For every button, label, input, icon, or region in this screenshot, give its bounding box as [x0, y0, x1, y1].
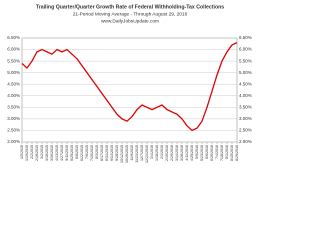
x-tick-label: 2/16/2015 [35, 145, 39, 161]
x-tick-label: 2/29/2016 [170, 145, 174, 161]
y2-tick-label: 5.00% [239, 70, 252, 75]
chart-subtitle: 21-Period Moving Average - Through Augus… [73, 11, 188, 17]
y2-tick-label: 2.00% [239, 139, 252, 144]
y-tick-label: 3.50% [7, 105, 20, 110]
x-tick-label: 10/12/2015 [120, 145, 124, 163]
x-tick-label: 7/18/2016 [220, 145, 224, 161]
x-tick-label: 4/25/2016 [190, 145, 194, 161]
x-tick-label: 4/11/2016 [185, 145, 189, 161]
x-tick-label: 5/11/2015 [65, 145, 69, 161]
y-tick-label: 2.50% [7, 128, 20, 133]
x-tick-label: 8/17/2015 [100, 145, 104, 161]
x-tick-label: 3/28/2016 [180, 145, 184, 161]
x-tick-label: 8/3/2015 [95, 145, 99, 159]
y2-tick-label: 4.50% [239, 81, 252, 86]
x-tick-label: 7/20/2015 [90, 145, 94, 161]
x-tick-label: 3/2/2015 [40, 145, 44, 159]
x-tick-label: 3/30/2015 [50, 145, 54, 161]
x-tick-label: 8/31/2015 [105, 145, 109, 161]
x-tick-label: 1/19/2015 [25, 145, 29, 161]
source: www.DailyJobsUpdate.com [101, 18, 159, 24]
x-tick-label: 12/21/2015 [145, 145, 149, 163]
x-tick-label: 5/25/2015 [70, 145, 74, 161]
x-tick-label: 6/6/2016 [205, 145, 209, 159]
x-tick-label: 10/26/2015 [125, 145, 129, 163]
x-tick-label: 6/22/2015 [80, 145, 84, 161]
y-tick-label: 5.00% [7, 70, 20, 75]
x-tick-label: 1/4/2016 [150, 145, 154, 159]
x-tick-label: 11/23/2015 [135, 145, 139, 163]
x-tick-label: 7/6/2015 [85, 145, 89, 159]
page: {"chart_data":{"type":"line", "title":"T… [7, 4, 252, 163]
x-tick-label: 2/1/2016 [160, 145, 164, 159]
x-tick-label: 3/16/2015 [45, 145, 49, 161]
x-tick-label: 9/28/2015 [115, 145, 119, 161]
x-tick-label: 1/18/2016 [155, 145, 159, 161]
y2-tick-label: 6.00% [239, 47, 252, 52]
x-tick-label: 8/1/2016 [225, 145, 229, 159]
y2-tick-label: 3.00% [239, 116, 252, 121]
x-tick-label: 2/2/2015 [30, 145, 34, 159]
y2-tick-label: 6.50% [239, 35, 252, 40]
x-tick-label: 6/8/2015 [75, 145, 79, 159]
x-tick-label: 8/15/2016 [230, 145, 234, 161]
line-series [21, 42, 238, 132]
y-tick-label: 3.00% [7, 116, 20, 121]
chart: Trailing Quarter/Quarter Growth Rate of … [7, 4, 252, 163]
x-tick-label: 5/23/2016 [200, 145, 204, 161]
x-tick-label: 4/27/2015 [60, 145, 64, 161]
x-tick-label: 6/20/2016 [210, 145, 214, 161]
plot-area [21, 37, 238, 143]
y-tick-label: 2.00% [7, 139, 20, 144]
y-tick-label: 4.00% [7, 93, 20, 98]
y-tick-label: 5.50% [7, 58, 20, 63]
x-tick-label: 12/7/2015 [140, 145, 144, 161]
y2-tick-label: 4.00% [239, 93, 252, 98]
chart-title: Trailing Quarter/Quarter Growth Rate of … [36, 4, 224, 10]
y2-tick-label: 5.50% [239, 58, 252, 63]
x-tick-label: 1/5/2015 [20, 145, 24, 159]
x-tick-label: 5/9/2016 [195, 145, 199, 159]
y2-tick-label: 3.50% [239, 105, 252, 110]
x-tick-label: 7/4/2016 [215, 145, 219, 159]
y2-tick-label: 2.50% [239, 128, 252, 133]
x-tick-label: 3/14/2016 [175, 145, 179, 161]
x-tick-label: 8/29/2016 [235, 145, 239, 161]
x-tick-label: 9/14/2015 [110, 145, 114, 161]
x-tick-label: 2/15/2016 [165, 145, 169, 161]
y-tick-label: 6.50% [7, 35, 20, 40]
x-tick-label: 11/9/2015 [130, 145, 134, 161]
y-tick-label: 4.50% [7, 81, 20, 86]
x-tick-label: 4/13/2015 [55, 145, 59, 161]
y-tick-label: 6.00% [7, 47, 20, 52]
